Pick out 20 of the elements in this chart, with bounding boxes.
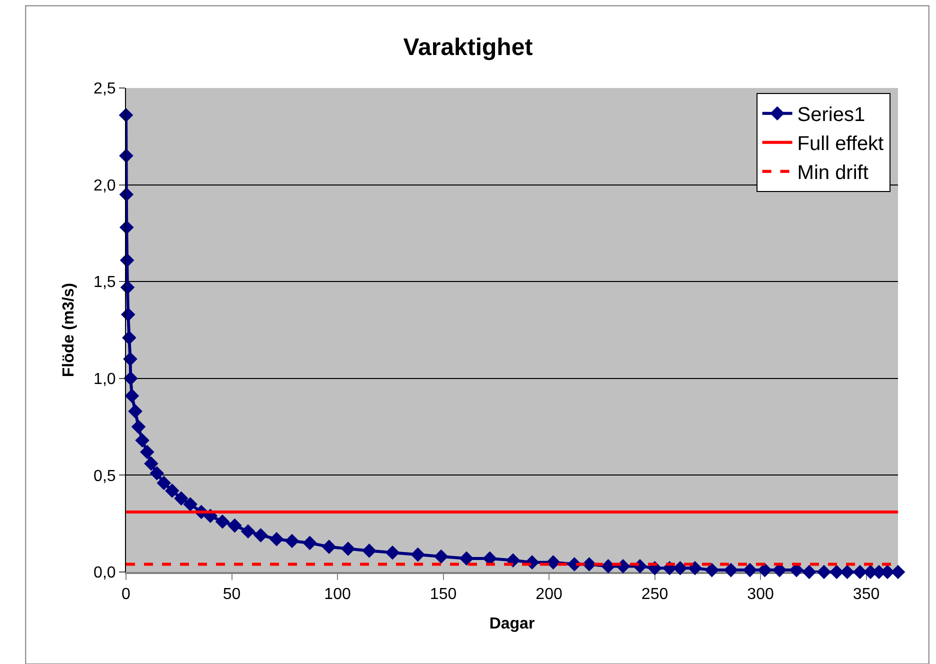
y-axis-title: Flöde (m3/s) (60, 282, 78, 378)
y-tick-label: 1,0 (94, 371, 116, 388)
chart-title: Varaktighet (403, 34, 533, 61)
x-tick-label: 100 (324, 586, 351, 604)
x-tick-label: 150 (430, 586, 457, 604)
legend-label: Min drift (797, 162, 869, 184)
x-tick-label: 350 (852, 586, 880, 604)
x-tick-label: 250 (641, 586, 668, 604)
x-tick-label: 0 (122, 586, 131, 604)
x-tick-label: 50 (222, 586, 241, 604)
y-tick-label: 0,5 (94, 468, 116, 485)
y-tick-label: 2,5 (94, 80, 116, 98)
y-tick-label: 2,0 (94, 177, 116, 194)
x-tick-label: 300 (747, 586, 774, 604)
x-axis-title: Dagar (489, 615, 535, 632)
y-tick-label: 0,0 (94, 564, 116, 582)
y-tick-label: 1,5 (94, 274, 116, 292)
legend-label: Full effekt (797, 133, 884, 156)
x-tick-label: 200 (536, 586, 562, 604)
legend-label: Series1 (797, 104, 866, 126)
